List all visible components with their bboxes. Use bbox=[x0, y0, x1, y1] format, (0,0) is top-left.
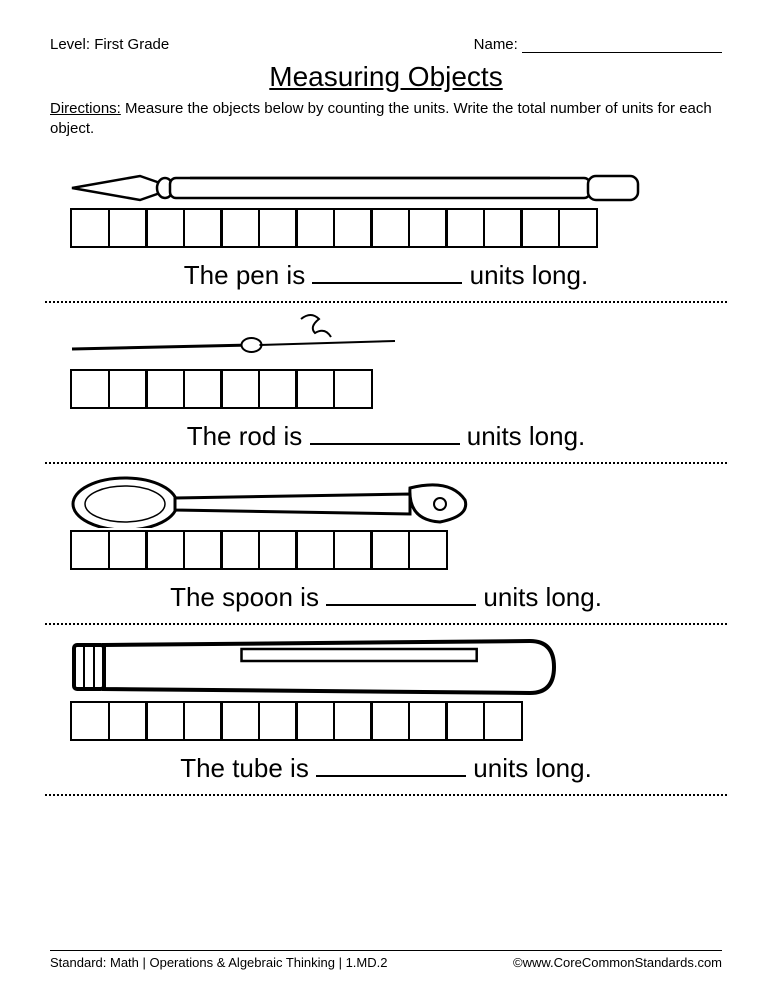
sentence-pre: The spoon is bbox=[170, 582, 326, 612]
unit-box bbox=[408, 701, 448, 741]
problem-rod: The rod is units long. bbox=[50, 307, 722, 464]
sentence-pre: The pen is bbox=[184, 260, 313, 290]
page-title: Measuring Objects bbox=[50, 61, 722, 93]
unit-box bbox=[295, 208, 335, 248]
unit-box bbox=[445, 701, 485, 741]
directions-label: Directions: bbox=[50, 100, 121, 117]
pen-drawing bbox=[50, 146, 722, 206]
unit-boxes bbox=[50, 208, 722, 248]
sentence-post: units long. bbox=[476, 582, 602, 612]
divider bbox=[45, 301, 727, 303]
spoon-icon bbox=[70, 470, 480, 528]
unit-box bbox=[295, 530, 335, 570]
unit-box bbox=[220, 208, 260, 248]
problem-spoon: The spoon is units long. bbox=[50, 468, 722, 625]
divider bbox=[45, 462, 727, 464]
unit-box bbox=[183, 701, 223, 741]
unit-box bbox=[520, 208, 560, 248]
divider bbox=[45, 623, 727, 625]
unit-box bbox=[258, 701, 298, 741]
unit-box bbox=[183, 208, 223, 248]
unit-box bbox=[558, 208, 598, 248]
unit-box bbox=[370, 530, 410, 570]
unit-box bbox=[408, 530, 448, 570]
name-blank[interactable] bbox=[522, 52, 722, 53]
problem-tube: The tube is units long. bbox=[50, 629, 722, 796]
unit-boxes bbox=[50, 369, 722, 409]
unit-boxes bbox=[50, 701, 722, 741]
unit-box bbox=[258, 369, 298, 409]
unit-box bbox=[333, 701, 373, 741]
footer-copyright: ©www.CoreCommonStandards.com bbox=[513, 955, 722, 970]
unit-box bbox=[333, 208, 373, 248]
unit-boxes bbox=[50, 530, 722, 570]
sentence-post: units long. bbox=[462, 260, 588, 290]
unit-box bbox=[108, 530, 148, 570]
unit-box bbox=[220, 369, 260, 409]
answer-sentence: The spoon is units long. bbox=[50, 582, 722, 613]
sentence-pre: The rod is bbox=[187, 421, 310, 451]
spoon-drawing bbox=[50, 468, 722, 528]
pen-icon bbox=[70, 148, 650, 206]
unit-box bbox=[183, 369, 223, 409]
unit-box bbox=[145, 701, 185, 741]
unit-box bbox=[408, 208, 448, 248]
directions: Directions: Measure the objects below by… bbox=[50, 99, 722, 140]
unit-box bbox=[108, 208, 148, 248]
unit-box bbox=[145, 208, 185, 248]
footer: Standard: Math | Operations & Algebraic … bbox=[50, 950, 722, 970]
unit-box bbox=[70, 208, 110, 248]
sentence-post: units long. bbox=[460, 421, 586, 451]
unit-box bbox=[295, 369, 335, 409]
unit-box bbox=[183, 530, 223, 570]
unit-box bbox=[70, 530, 110, 570]
name-field: Name: bbox=[474, 36, 722, 53]
unit-box bbox=[220, 701, 260, 741]
answer-blank[interactable] bbox=[326, 604, 476, 606]
rod-drawing bbox=[50, 307, 722, 367]
unit-box bbox=[483, 701, 523, 741]
unit-box bbox=[258, 530, 298, 570]
unit-box bbox=[70, 701, 110, 741]
unit-box bbox=[333, 369, 373, 409]
header-row: Level: First Grade Name: bbox=[50, 36, 722, 53]
unit-box bbox=[258, 208, 298, 248]
unit-box bbox=[145, 369, 185, 409]
unit-box bbox=[483, 208, 523, 248]
unit-box bbox=[333, 530, 373, 570]
unit-box bbox=[370, 701, 410, 741]
problem-pen: The pen is units long. bbox=[50, 146, 722, 303]
problems-container: The pen is units long. The rod is units … bbox=[50, 146, 722, 796]
unit-box bbox=[445, 208, 485, 248]
divider bbox=[45, 794, 727, 796]
unit-box bbox=[108, 701, 148, 741]
unit-box bbox=[370, 208, 410, 248]
answer-blank[interactable] bbox=[310, 443, 460, 445]
level: Level: First Grade bbox=[50, 36, 169, 53]
unit-box bbox=[108, 369, 148, 409]
directions-text: Measure the objects below by counting th… bbox=[50, 100, 712, 137]
unit-box bbox=[295, 701, 335, 741]
footer-standard: Standard: Math | Operations & Algebraic … bbox=[50, 955, 387, 970]
answer-sentence: The tube is units long. bbox=[50, 753, 722, 784]
answer-sentence: The pen is units long. bbox=[50, 260, 722, 291]
tube-icon bbox=[70, 631, 560, 699]
unit-box bbox=[70, 369, 110, 409]
level-label: Level: bbox=[50, 36, 90, 53]
name-label: Name: bbox=[474, 36, 518, 53]
sentence-post: units long. bbox=[466, 753, 592, 783]
level-value: First Grade bbox=[94, 36, 169, 53]
answer-sentence: The rod is units long. bbox=[50, 421, 722, 452]
unit-box bbox=[145, 530, 185, 570]
answer-blank[interactable] bbox=[316, 775, 466, 777]
rod-icon bbox=[70, 309, 400, 367]
sentence-pre: The tube is bbox=[180, 753, 316, 783]
tube-drawing bbox=[50, 629, 722, 699]
unit-box bbox=[220, 530, 260, 570]
answer-blank[interactable] bbox=[312, 282, 462, 284]
